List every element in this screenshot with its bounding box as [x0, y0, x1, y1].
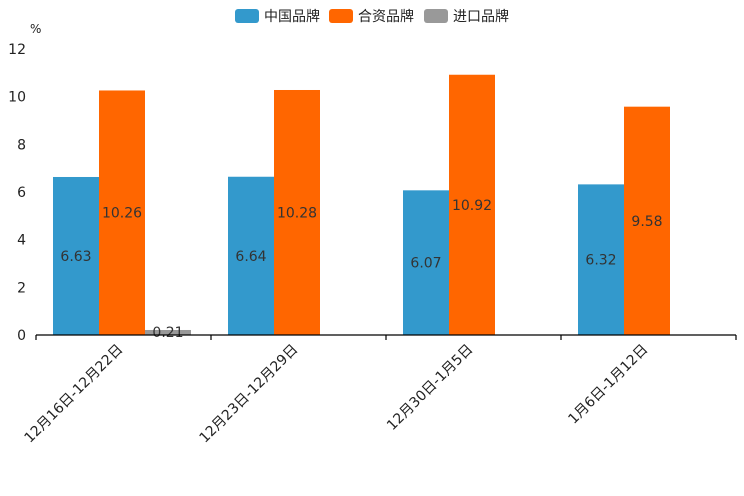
y-tick-label: 6: [17, 185, 26, 201]
legend-label: 合资品牌: [358, 8, 414, 25]
bar: [53, 176, 99, 335]
data-label: 6.64: [235, 249, 266, 265]
legend-swatch: [329, 9, 353, 23]
y-tick-label: 12: [8, 42, 26, 58]
data-label: 9.58: [631, 214, 662, 230]
bar: [274, 89, 320, 335]
bar: [403, 190, 449, 335]
y-tick-label: 8: [17, 137, 26, 153]
bar: [624, 106, 670, 335]
x-category-label: 1月6日-1月12日: [565, 342, 651, 428]
y-tick-label: 0: [17, 328, 26, 344]
data-label: 10.26: [102, 206, 142, 222]
x-axis: 12月16日-12月22日 12月23日-12月29日 12月30日-1月5日 1月6…: [21, 334, 737, 447]
legend-label: 进口品牌: [453, 8, 509, 25]
data-label: 6.63: [60, 249, 91, 265]
data-label: 6.07: [410, 256, 441, 272]
y-tick-label: 2: [17, 280, 26, 296]
y-axis: 0 2 4 6 8 10 12: [8, 42, 26, 344]
bars: [53, 74, 670, 336]
bar: [578, 184, 624, 335]
y-tick-label: 4: [17, 233, 26, 249]
legend-label: 中国品牌: [264, 8, 320, 25]
y-tick-label: 10: [8, 90, 26, 106]
bar: [145, 329, 191, 335]
data-label: 10.28: [277, 205, 317, 221]
bar: [228, 176, 274, 335]
x-category-label: 12月16日-12月22日: [21, 342, 126, 447]
y-axis-unit-label: %: [30, 22, 41, 36]
legend-swatch: [424, 9, 448, 23]
bar: [449, 74, 495, 336]
legend: 中国品牌 合资品牌 进口品牌: [235, 8, 509, 25]
x-category-label: 12月23日-12月29日: [196, 342, 301, 447]
data-labels: 6.63 10.26 0.21 6.64 10.28 6.07 10.92 6.32 9.58: [60, 198, 662, 341]
legend-swatch: [235, 9, 259, 23]
x-category-label: 12月30日-1月5日: [384, 342, 476, 434]
data-label: 0.21: [152, 325, 183, 341]
bar: [99, 90, 145, 335]
data-label: 6.32: [585, 253, 616, 269]
data-label: 10.92: [452, 198, 492, 214]
